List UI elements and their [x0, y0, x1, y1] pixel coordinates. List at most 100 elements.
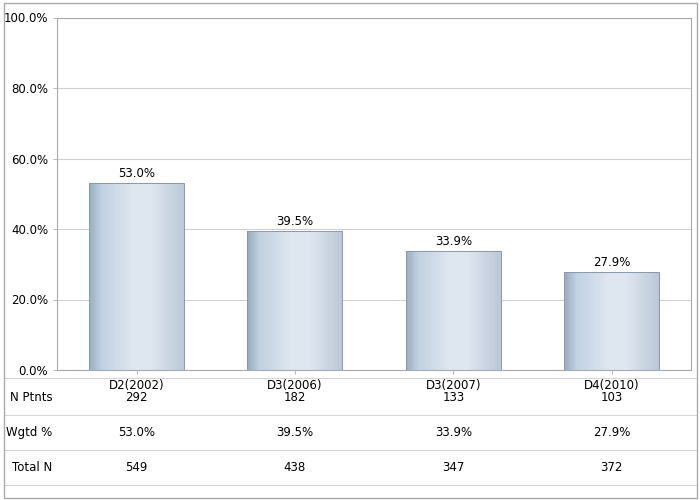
Bar: [159, 183, 161, 370]
Bar: [617, 272, 618, 370]
Text: 33.9%: 33.9%: [435, 234, 472, 248]
Bar: [486, 250, 488, 370]
Bar: [598, 272, 599, 370]
Bar: [613, 272, 615, 370]
Text: 53.0%: 53.0%: [118, 168, 155, 180]
Bar: [262, 231, 263, 370]
Bar: [271, 231, 273, 370]
Text: 372: 372: [601, 461, 623, 474]
Bar: [626, 272, 627, 370]
Bar: [500, 250, 501, 370]
Bar: [290, 231, 292, 370]
Bar: [413, 250, 414, 370]
Bar: [250, 231, 251, 370]
Bar: [641, 272, 643, 370]
Bar: [267, 231, 269, 370]
Bar: [330, 231, 331, 370]
Bar: [569, 272, 570, 370]
Bar: [574, 272, 575, 370]
Bar: [484, 250, 486, 370]
Bar: [637, 272, 638, 370]
Bar: [342, 231, 343, 370]
Bar: [126, 183, 127, 370]
Bar: [466, 250, 467, 370]
Bar: [491, 250, 493, 370]
Bar: [125, 183, 126, 370]
Bar: [645, 272, 647, 370]
Bar: [444, 250, 445, 370]
Bar: [652, 272, 654, 370]
Bar: [106, 183, 107, 370]
Bar: [288, 231, 289, 370]
Bar: [320, 231, 321, 370]
Bar: [451, 250, 452, 370]
Bar: [118, 183, 119, 370]
Bar: [584, 272, 586, 370]
Bar: [415, 250, 416, 370]
Bar: [466, 250, 468, 370]
Bar: [132, 183, 133, 370]
Bar: [315, 231, 316, 370]
Bar: [109, 183, 111, 370]
Bar: [92, 183, 93, 370]
Bar: [111, 183, 112, 370]
Bar: [593, 272, 594, 370]
Bar: [155, 183, 156, 370]
Bar: [143, 183, 144, 370]
Bar: [571, 272, 573, 370]
Bar: [182, 183, 183, 370]
Bar: [134, 183, 136, 370]
Bar: [627, 272, 629, 370]
Bar: [323, 231, 325, 370]
Bar: [270, 231, 272, 370]
Bar: [421, 250, 423, 370]
Bar: [279, 231, 281, 370]
Bar: [183, 183, 184, 370]
Bar: [122, 183, 124, 370]
Bar: [298, 231, 300, 370]
Bar: [162, 183, 164, 370]
Bar: [152, 183, 153, 370]
Bar: [490, 250, 491, 370]
Bar: [592, 272, 593, 370]
Bar: [144, 183, 145, 370]
Bar: [583, 272, 584, 370]
Bar: [298, 231, 299, 370]
Bar: [654, 272, 656, 370]
Bar: [414, 250, 416, 370]
Bar: [286, 231, 288, 370]
Text: 438: 438: [284, 461, 306, 474]
Bar: [89, 183, 90, 370]
Bar: [96, 183, 98, 370]
Text: 27.9%: 27.9%: [593, 256, 631, 269]
Bar: [602, 272, 603, 370]
Bar: [306, 231, 307, 370]
Bar: [264, 231, 265, 370]
Bar: [301, 231, 302, 370]
Bar: [634, 272, 636, 370]
Bar: [416, 250, 418, 370]
Bar: [259, 231, 261, 370]
Bar: [304, 231, 306, 370]
Bar: [282, 231, 284, 370]
Bar: [284, 231, 286, 370]
Bar: [437, 250, 438, 370]
Bar: [328, 231, 330, 370]
Bar: [321, 231, 323, 370]
Bar: [174, 183, 175, 370]
Bar: [313, 231, 314, 370]
Bar: [625, 272, 626, 370]
Bar: [265, 231, 267, 370]
Bar: [636, 272, 637, 370]
Bar: [498, 250, 500, 370]
Text: 39.5%: 39.5%: [276, 215, 314, 228]
Bar: [463, 250, 464, 370]
Bar: [146, 183, 148, 370]
Bar: [426, 250, 428, 370]
Bar: [318, 231, 319, 370]
Bar: [481, 250, 482, 370]
Bar: [494, 250, 495, 370]
Bar: [617, 272, 620, 370]
Bar: [263, 231, 265, 370]
Bar: [94, 183, 95, 370]
